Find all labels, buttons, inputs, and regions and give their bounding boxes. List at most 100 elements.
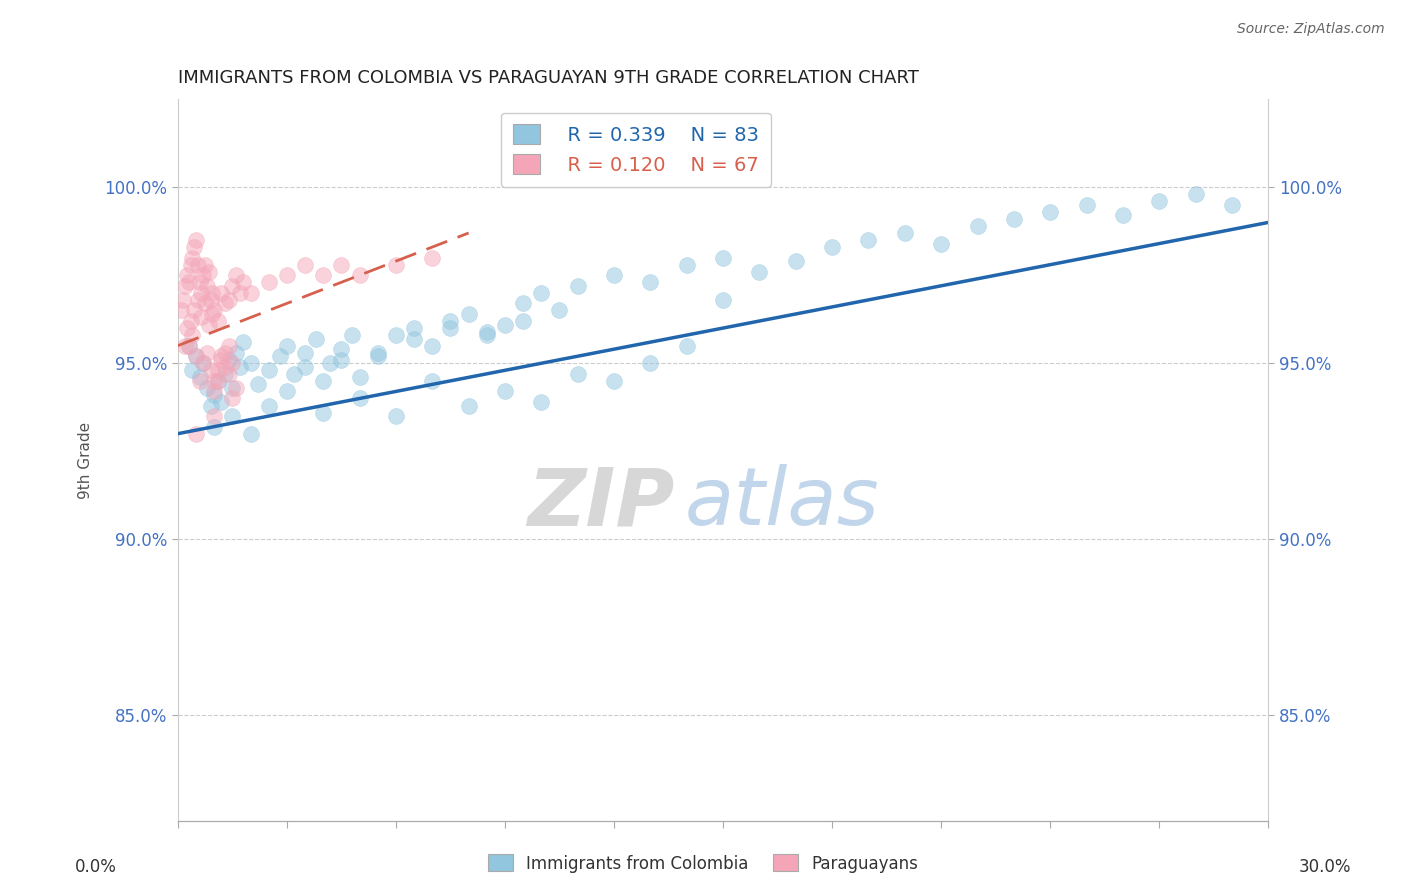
Point bbox=[214, 359, 236, 374]
Point bbox=[190, 310, 212, 325]
Point bbox=[190, 285, 212, 300]
Point bbox=[1112, 208, 1135, 222]
Point bbox=[177, 339, 200, 353]
Point bbox=[195, 345, 218, 359]
Point bbox=[367, 345, 389, 359]
Point bbox=[184, 349, 207, 363]
Point bbox=[202, 388, 225, 402]
Point bbox=[193, 268, 215, 283]
Point bbox=[193, 356, 215, 370]
Point bbox=[170, 303, 193, 318]
Point bbox=[221, 409, 243, 423]
Point bbox=[202, 374, 225, 388]
Point bbox=[193, 356, 215, 370]
Point bbox=[494, 384, 516, 399]
Point bbox=[257, 399, 280, 413]
Point bbox=[209, 352, 232, 367]
Point bbox=[640, 275, 662, 289]
Point bbox=[176, 268, 198, 283]
Point bbox=[1002, 211, 1025, 226]
Point bbox=[194, 258, 217, 272]
Point bbox=[257, 275, 280, 289]
Point bbox=[269, 349, 291, 363]
Point bbox=[530, 285, 553, 300]
Point bbox=[239, 285, 262, 300]
Point bbox=[385, 258, 408, 272]
Point bbox=[209, 349, 232, 363]
Point bbox=[548, 303, 571, 318]
Point bbox=[603, 268, 626, 283]
Point bbox=[239, 356, 262, 370]
Point bbox=[312, 374, 335, 388]
Point bbox=[246, 377, 269, 392]
Point bbox=[785, 254, 807, 268]
Point bbox=[294, 258, 316, 272]
Point bbox=[367, 349, 389, 363]
Point bbox=[207, 363, 229, 377]
Point bbox=[748, 265, 770, 279]
Y-axis label: 9th Grade: 9th Grade bbox=[79, 422, 93, 499]
Point bbox=[603, 374, 626, 388]
Point bbox=[640, 356, 662, 370]
Point bbox=[202, 409, 225, 423]
Point bbox=[312, 268, 335, 283]
Point bbox=[711, 251, 734, 265]
Point bbox=[221, 392, 243, 406]
Point bbox=[858, 233, 880, 247]
Point bbox=[1184, 187, 1206, 202]
Point bbox=[567, 367, 589, 381]
Point bbox=[183, 240, 205, 254]
Point bbox=[176, 321, 198, 335]
Point bbox=[214, 296, 236, 310]
Point bbox=[228, 359, 250, 374]
Point bbox=[567, 278, 589, 293]
Point bbox=[180, 314, 202, 328]
Point bbox=[457, 399, 479, 413]
Point bbox=[177, 275, 200, 289]
Text: 30.0%: 30.0% bbox=[1298, 858, 1351, 876]
Point bbox=[197, 265, 219, 279]
Point bbox=[221, 381, 243, 395]
Point bbox=[929, 236, 952, 251]
Point bbox=[201, 307, 224, 321]
Point bbox=[180, 258, 202, 272]
Point bbox=[330, 258, 353, 272]
Point bbox=[225, 268, 247, 283]
Point bbox=[207, 314, 229, 328]
Point bbox=[420, 251, 443, 265]
Point bbox=[225, 345, 247, 359]
Text: ZIP: ZIP bbox=[527, 465, 673, 542]
Point bbox=[894, 226, 917, 240]
Point bbox=[218, 367, 240, 381]
Point bbox=[184, 426, 207, 441]
Point bbox=[194, 296, 217, 310]
Point bbox=[188, 370, 211, 384]
Point bbox=[319, 356, 342, 370]
Point bbox=[188, 275, 211, 289]
Point bbox=[330, 342, 353, 356]
Point bbox=[305, 332, 328, 346]
Point bbox=[195, 381, 218, 395]
Point bbox=[202, 303, 225, 318]
Point bbox=[349, 268, 371, 283]
Point bbox=[218, 339, 240, 353]
Point bbox=[821, 240, 844, 254]
Point bbox=[404, 332, 426, 346]
Text: IMMIGRANTS FROM COLOMBIA VS PARAGUAYAN 9TH GRADE CORRELATION CHART: IMMIGRANTS FROM COLOMBIA VS PARAGUAYAN 9… bbox=[177, 69, 918, 87]
Point bbox=[342, 328, 364, 343]
Point bbox=[512, 296, 534, 310]
Point bbox=[439, 314, 461, 328]
Point bbox=[330, 352, 353, 367]
Point bbox=[214, 345, 236, 359]
Point bbox=[385, 409, 408, 423]
Point bbox=[181, 363, 204, 377]
Point bbox=[420, 339, 443, 353]
Point bbox=[439, 321, 461, 335]
Point bbox=[187, 293, 209, 307]
Legend:   R = 0.339    N = 83,   R = 0.120    N = 67: R = 0.339 N = 83, R = 0.120 N = 67 bbox=[501, 112, 770, 186]
Point bbox=[187, 258, 209, 272]
Point bbox=[181, 251, 204, 265]
Point bbox=[420, 374, 443, 388]
Point bbox=[494, 318, 516, 332]
Point bbox=[283, 367, 305, 381]
